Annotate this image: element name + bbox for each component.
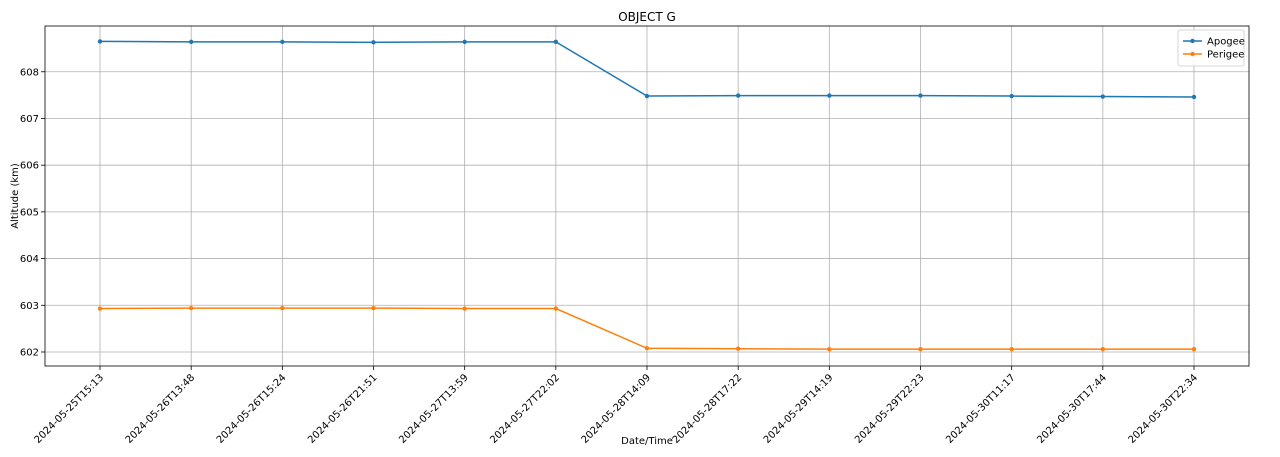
apogee-point: [827, 93, 832, 98]
perigee-series: [97, 305, 1197, 352]
apogee-point: [1100, 94, 1106, 99]
y-tick-label: 608: [20, 67, 39, 78]
perigee-point: [553, 306, 559, 311]
legend-apogee-marker: [1190, 38, 1195, 44]
y-axis-ticks: 602 603 604 605 606 607 608: [20, 67, 45, 358]
perigee-point: [644, 346, 650, 351]
legend-perigee-marker: [1190, 51, 1195, 57]
perigee-point: [371, 305, 376, 311]
y-tick-label: 602: [20, 347, 39, 358]
series-layer: [97, 39, 1197, 352]
apogee-series: [97, 39, 1197, 100]
perigee-point: [918, 346, 923, 352]
apogee-point: [188, 39, 194, 45]
perigee-point: [1100, 346, 1106, 352]
legend-apogee-label: Apogee: [1207, 37, 1245, 48]
perigee-point: [280, 305, 285, 311]
chart-title: OBJECT G: [618, 10, 676, 24]
apogee-point: [553, 39, 559, 45]
perigee-point: [97, 306, 103, 311]
apogee-point: [735, 93, 741, 98]
legend-perigee-label: Perigee: [1207, 50, 1244, 61]
x-axis-label: Date/Time: [621, 436, 673, 447]
y-tick-label: 607: [20, 114, 39, 125]
apogee-point: [97, 39, 103, 44]
y-tick-label: 606: [20, 161, 39, 172]
perigee-point: [827, 346, 832, 352]
y-tick-label: 603: [20, 301, 39, 312]
perigee-point: [462, 306, 467, 311]
apogee-point: [644, 93, 650, 99]
y-tick-label: 604: [20, 254, 39, 265]
apogee-point: [462, 39, 467, 45]
apogee-point: [280, 39, 285, 45]
apogee-point: [1191, 94, 1197, 100]
apogee-point: [1009, 93, 1014, 99]
y-tick-label: 605: [20, 207, 39, 218]
perigee-point: [1191, 346, 1197, 352]
apogee-point: [371, 40, 376, 45]
y-axis-label: Altitude (km): [10, 163, 21, 229]
legend: Apogee Perigee: [1177, 29, 1245, 67]
grid: [45, 26, 1249, 366]
perigee-point: [188, 305, 194, 311]
perigee-point: [1009, 346, 1014, 352]
apogee-point: [918, 93, 923, 98]
legend-box: [1177, 29, 1245, 67]
perigee-point: [735, 346, 741, 351]
